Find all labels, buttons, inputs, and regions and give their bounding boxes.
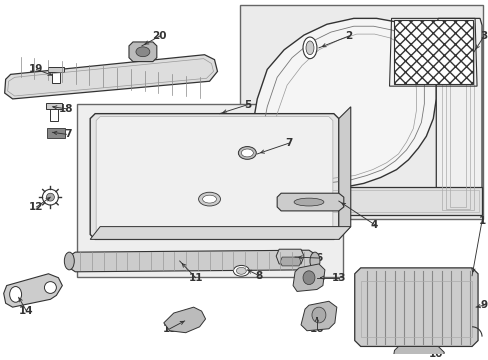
Ellipse shape xyxy=(303,37,316,59)
Ellipse shape xyxy=(136,47,149,57)
Bar xyxy=(77,104,342,277)
Polygon shape xyxy=(90,114,338,239)
Ellipse shape xyxy=(311,307,325,323)
Text: 1: 1 xyxy=(477,216,485,226)
Ellipse shape xyxy=(46,193,54,201)
Text: 5: 5 xyxy=(243,100,250,110)
Bar xyxy=(50,107,58,121)
Polygon shape xyxy=(4,274,62,307)
Polygon shape xyxy=(90,226,350,239)
Bar xyxy=(52,71,60,83)
Ellipse shape xyxy=(293,198,323,206)
Ellipse shape xyxy=(233,265,249,276)
Ellipse shape xyxy=(236,267,246,274)
Polygon shape xyxy=(277,193,343,211)
Text: 18: 18 xyxy=(59,104,73,114)
Text: 6: 6 xyxy=(315,253,322,263)
Text: 7: 7 xyxy=(285,138,292,148)
Polygon shape xyxy=(392,346,443,360)
Text: 15: 15 xyxy=(162,324,177,334)
Text: 4: 4 xyxy=(370,220,378,230)
Polygon shape xyxy=(292,264,324,292)
Polygon shape xyxy=(280,257,301,266)
Text: 9: 9 xyxy=(480,300,487,310)
Text: 10: 10 xyxy=(428,349,443,359)
Text: 12: 12 xyxy=(29,202,43,212)
Polygon shape xyxy=(129,42,157,62)
Polygon shape xyxy=(435,18,481,215)
Polygon shape xyxy=(163,307,205,333)
Text: 20: 20 xyxy=(152,31,167,41)
Ellipse shape xyxy=(309,252,319,270)
Text: 17: 17 xyxy=(59,129,74,139)
Polygon shape xyxy=(338,107,350,239)
Ellipse shape xyxy=(64,252,74,270)
Polygon shape xyxy=(354,268,477,346)
Text: 11: 11 xyxy=(188,273,203,283)
Ellipse shape xyxy=(44,282,56,293)
Text: 3: 3 xyxy=(479,31,487,41)
Ellipse shape xyxy=(241,149,253,157)
Text: 8: 8 xyxy=(255,271,263,281)
Ellipse shape xyxy=(202,195,216,203)
Ellipse shape xyxy=(238,147,256,159)
Ellipse shape xyxy=(42,189,58,205)
Polygon shape xyxy=(96,117,332,235)
Bar xyxy=(393,20,472,84)
Text: 19: 19 xyxy=(29,64,43,75)
Text: 2: 2 xyxy=(345,31,352,41)
Text: 13: 13 xyxy=(331,273,346,283)
Ellipse shape xyxy=(303,271,314,284)
Bar xyxy=(46,103,62,109)
Bar xyxy=(47,129,65,138)
Text: 14: 14 xyxy=(19,306,34,316)
Ellipse shape xyxy=(10,287,21,302)
Ellipse shape xyxy=(198,192,220,206)
Text: 16: 16 xyxy=(309,324,324,334)
Bar xyxy=(240,5,482,219)
Polygon shape xyxy=(247,187,481,215)
Polygon shape xyxy=(247,18,435,192)
Bar xyxy=(48,67,64,72)
Polygon shape xyxy=(301,301,336,331)
Polygon shape xyxy=(69,250,314,272)
Polygon shape xyxy=(5,55,217,99)
Polygon shape xyxy=(276,249,304,264)
Ellipse shape xyxy=(305,41,313,55)
